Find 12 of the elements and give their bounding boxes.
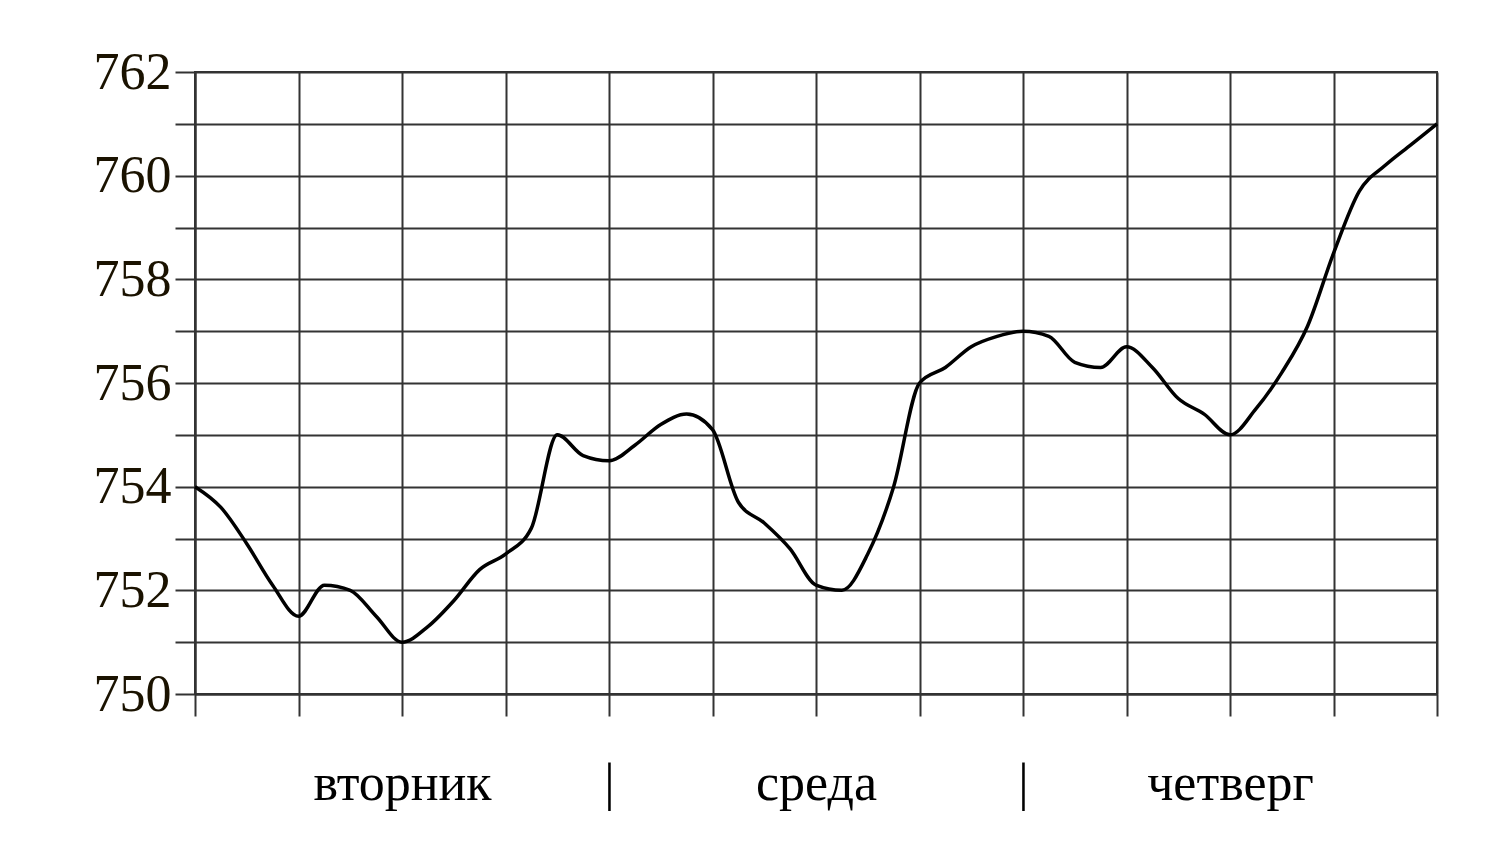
x-tick-label: | — [1018, 753, 1029, 811]
y-tick-label: 760 — [93, 146, 172, 204]
y-tick-label: 762 — [93, 42, 172, 100]
y-tick-label: 754 — [93, 457, 172, 515]
x-tick-label: | — [604, 753, 615, 811]
y-tick-label: 752 — [93, 560, 172, 618]
x-tick-label: вторник — [313, 753, 493, 811]
y-tick-label: 758 — [93, 249, 172, 307]
x-tick-label: среда — [755, 753, 878, 811]
y-tick-label: 750 — [93, 664, 172, 722]
x-tick-label: четверг — [1147, 753, 1314, 811]
y-tick-label: 756 — [93, 353, 172, 411]
